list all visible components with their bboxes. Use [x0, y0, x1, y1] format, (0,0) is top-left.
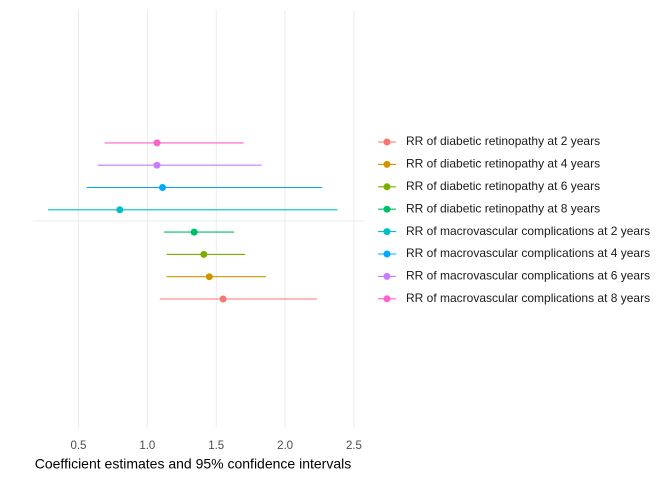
legend-key-point [383, 205, 391, 213]
legend-label: RR of macrovascular complications at 8 y… [406, 291, 650, 305]
x-tick-label: 1.0 [139, 440, 155, 452]
point [153, 139, 161, 147]
legend-key-point [383, 160, 391, 168]
x-axis-label: Coefficient estimates and 95% confidence… [35, 456, 351, 472]
point [153, 161, 161, 169]
legend-label: RR of diabetic retinopathy at 8 years [406, 201, 600, 215]
legend-label: RR of macrovascular complications at 6 y… [406, 269, 650, 283]
x-tick-label: 0.5 [70, 440, 86, 452]
legend-label: RR of macrovascular complications at 4 y… [406, 246, 650, 260]
legend-label: RR of diabetic retinopathy at 4 years [406, 157, 600, 171]
legend-key-point [383, 272, 391, 280]
point [200, 250, 208, 258]
x-tick-label: 2.5 [346, 440, 362, 452]
legend-key-point [383, 138, 391, 146]
point [205, 273, 213, 281]
legend-key-point [383, 295, 391, 303]
legend-label: RR of diabetic retinopathy at 2 years [406, 134, 600, 148]
legend-label: RR of diabetic retinopathy at 6 years [406, 179, 600, 193]
point [116, 206, 124, 214]
legend-key-point [383, 183, 391, 191]
legend-key-point [383, 250, 391, 258]
legend-label: RR of macrovascular complications at 2 y… [406, 224, 650, 238]
point [219, 295, 227, 303]
x-tick-label: 1.5 [208, 440, 224, 452]
x-tick-label: 2.0 [277, 440, 293, 452]
legend-key-point [383, 228, 391, 236]
point [158, 184, 166, 191]
point [190, 228, 198, 236]
